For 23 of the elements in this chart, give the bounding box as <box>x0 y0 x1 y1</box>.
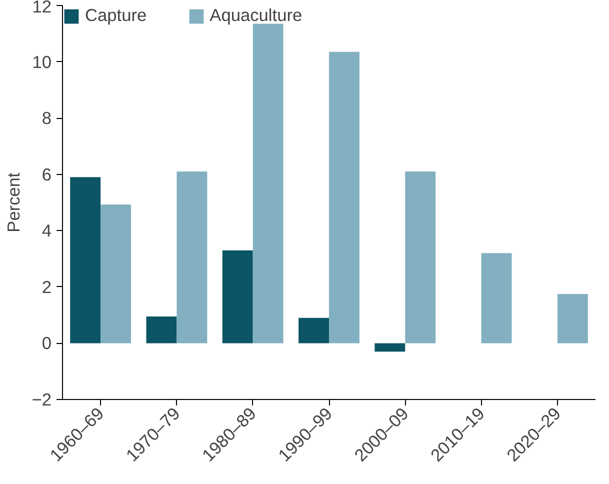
legend-label: Capture <box>85 5 147 26</box>
y-tick-label: 0 <box>42 333 52 354</box>
y-tick-label: 6 <box>42 164 52 184</box>
y-tick-label: 2 <box>42 276 52 297</box>
bar <box>70 177 101 344</box>
bar <box>146 316 177 344</box>
y-tick-label: 4 <box>42 220 52 241</box>
bar <box>374 343 406 352</box>
y-axis-title: Percent <box>4 172 24 232</box>
y-tick-label: 12 <box>32 0 52 16</box>
y-tick-label: −2 <box>32 390 52 410</box>
y-tick-label: 10 <box>32 52 52 72</box>
bar <box>557 294 588 344</box>
bar <box>329 52 360 344</box>
bar <box>176 172 208 344</box>
bar <box>252 24 284 344</box>
bar <box>222 250 253 344</box>
bar <box>100 204 132 344</box>
bar <box>405 172 436 344</box>
bar <box>481 253 512 344</box>
y-tick-label: 8 <box>42 108 52 128</box>
bar <box>298 318 329 344</box>
legend-label: Aquaculture <box>210 5 302 26</box>
